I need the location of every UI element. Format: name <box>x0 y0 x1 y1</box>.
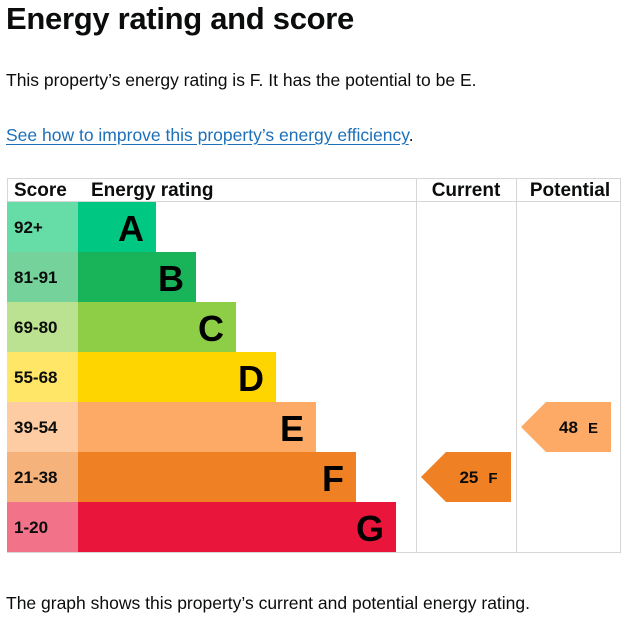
score-cell-a <box>7 202 78 252</box>
score-label-b: 81-91 <box>14 268 57 287</box>
band-letter-d: D <box>238 358 264 399</box>
header-energy-rating: Energy rating <box>91 180 213 201</box>
header-potential: Potential <box>530 180 610 201</box>
score-cell-g <box>7 502 78 552</box>
band-bar-g <box>78 502 396 552</box>
current-marker-label: 25 F <box>459 468 497 487</box>
potential-marker <box>521 402 611 452</box>
score-cell-b <box>7 252 78 302</box>
score-label-g: 1-20 <box>14 518 48 537</box>
header-current: Current <box>432 180 501 201</box>
potential-band: E <box>588 420 598 437</box>
rating-summary: This property’s energy rating is F. It h… <box>6 70 477 90</box>
potential-marker-label: 48 E <box>559 418 598 437</box>
band-bar-d <box>78 352 276 402</box>
potential-score: 48 <box>559 418 578 437</box>
score-cell-f <box>7 452 78 502</box>
improve-efficiency-link[interactable]: See how to improve this property’s energ… <box>6 125 409 145</box>
band-letter-b: B <box>158 258 184 299</box>
band-letter-a: A <box>118 208 144 249</box>
current-band: F <box>488 470 497 487</box>
band-bar-e <box>78 402 316 452</box>
score-cell-c <box>7 302 78 352</box>
header-score: Score <box>14 180 67 201</box>
band-letter-g: G <box>356 508 384 549</box>
score-cell-d <box>7 352 78 402</box>
band-letter-f: F <box>322 458 344 499</box>
page-title: Energy rating and score <box>6 1 354 36</box>
band-bar-b <box>78 252 196 302</box>
chart-caption: The graph shows this property’s current … <box>6 593 531 613</box>
band-letter-c: C <box>198 308 224 349</box>
current-marker <box>421 452 511 502</box>
band-bar-a <box>78 202 156 252</box>
score-label-d: 55-68 <box>14 368 57 387</box>
band-bar-f <box>78 452 356 502</box>
band-bar-c <box>78 302 236 352</box>
score-label-a: 92+ <box>14 218 43 237</box>
score-label-f: 21-38 <box>14 468 57 487</box>
link-suffix: . <box>408 125 414 145</box>
score-cell-e <box>7 402 78 452</box>
current-score: 25 <box>459 468 478 487</box>
score-label-c: 69-80 <box>14 318 57 337</box>
score-label-e: 39-54 <box>14 418 58 437</box>
band-letter-e: E <box>280 408 304 449</box>
improve-link-line: See how to improve this property’s energ… <box>6 123 414 147</box>
